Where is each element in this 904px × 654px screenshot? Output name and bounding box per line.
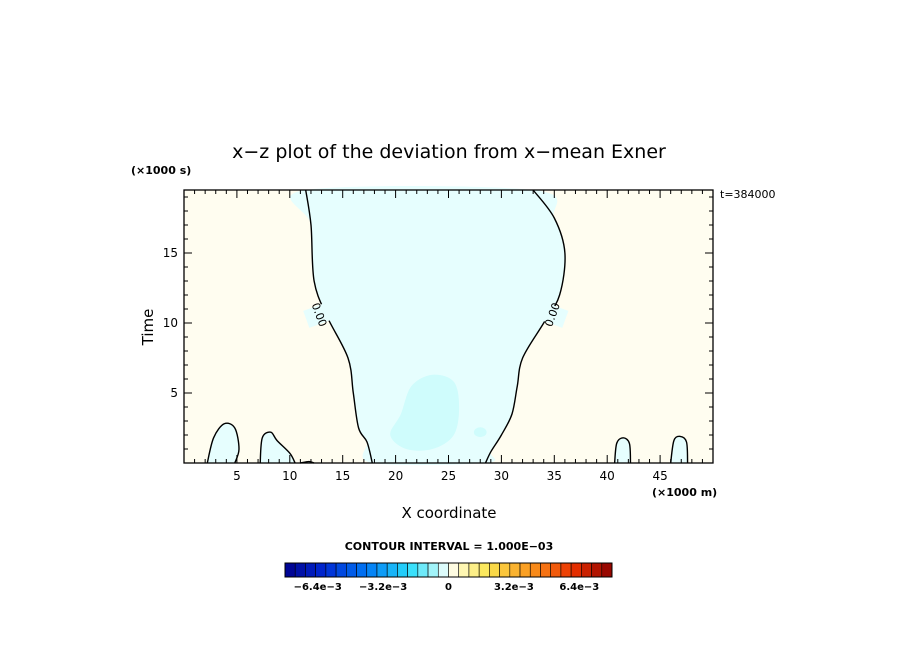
x-tick-label: 20 [388,469,403,483]
colorbar-swatch [346,562,357,578]
colorbar-swatch [448,562,460,578]
colorbar-swatch [284,562,296,578]
y-tick-label: 15 [163,246,178,260]
zero-contour-right [484,189,566,464]
colorbar-swatch [294,562,306,578]
negative-core-region [390,374,460,451]
x-tick-label: 35 [547,469,562,483]
colorbar-swatch [601,562,613,578]
zero-contour-blob-1 [259,431,296,464]
colorbar-swatch [489,562,500,578]
colorbar-swatch [417,562,429,578]
y-tick-label: 5 [170,386,178,400]
colorbar-swatch [305,562,316,578]
colorbar-swatch [509,562,521,578]
contour-label-left-bg [303,301,336,328]
y-unit-label: (×1000 s) [131,164,191,177]
negative-core-spot [473,427,487,438]
colorbar-swatch [468,562,480,578]
colorbar-swatch [570,562,582,578]
colorbar-swatch [519,562,531,578]
colorbar-swatch [427,562,439,578]
colorbar-swatch [366,562,378,578]
colorbar-tick-label: 3.2e−3 [494,582,534,593]
colorbar-swatch [478,562,490,578]
colorbar-swatch [376,562,388,578]
colorbar-swatch [529,562,541,578]
colorbar-swatch [437,562,449,578]
colorbar-swatch [397,562,408,578]
colorbar-swatch [591,562,603,578]
colorbar-tick-label: −6.4e−3 [294,582,342,593]
x-tick-label: 25 [441,469,456,483]
x-ticks-group: 5 10 15 20 25 30 35 40 45 [183,190,714,483]
colorbar-frame [284,562,613,578]
x-tick-label: 30 [494,469,509,483]
contour-interval-label: CONTOUR INTERVAL = 1.000E−03 [345,540,554,553]
colorbar: −6.4e−3 −3.2e−3 0 3.2e−3 6.4e−3 [284,562,613,593]
x-tick-label: 45 [652,469,667,483]
colorbar-swatch [540,562,551,578]
colorbar-swatch [315,562,327,578]
colorbar-swatch [458,562,470,578]
negative-blob-fill-1 [260,432,296,463]
x-tick-label: 10 [282,469,297,483]
colorbar-tick-label: −3.2e−3 [359,582,407,593]
contour-label-right-bg [535,301,569,328]
x-unit-label: (×1000 m) [652,486,717,499]
negative-blob-fill-4 [670,436,688,463]
colorbar-swatch [335,562,347,578]
negative-blob-fill-0 [207,423,239,463]
negative-blob-fill-3 [614,437,631,463]
negative-region [290,186,566,466]
colorbar-swatch [581,562,592,578]
colorbar-tick-label: 6.4e−3 [559,582,599,593]
zero-contour-left [305,189,373,464]
colorbar-tick-label: 0 [445,582,452,593]
colorbar-swatch [499,562,511,578]
time-label: t=384000 [720,188,776,201]
y-tick-label: 10 [163,316,178,330]
colorbar-swatch [407,562,419,578]
colorbar-swatch [325,562,337,578]
y-ticks-group: 5 10 15 [163,196,713,450]
x-tick-label: 5 [233,469,241,483]
zero-contour-blob-0 [206,422,240,464]
zero-contour-blob-3 [613,437,632,464]
colorbar-swatch [386,562,398,578]
x-axis-label: X coordinate [401,504,496,522]
x-tick-label: 15 [335,469,350,483]
chart-title: x−z plot of the deviation from x−mean Ex… [232,141,666,163]
y-axis-label: Time [139,309,157,347]
colorbar-swatch [356,562,368,578]
x-tick-label: 40 [600,469,615,483]
plot-area: 0.00 0.00 [183,186,714,466]
colorbar-swatch [560,562,572,578]
zero-contour-blob-4 [670,435,689,464]
colorbar-swatch [550,562,562,578]
